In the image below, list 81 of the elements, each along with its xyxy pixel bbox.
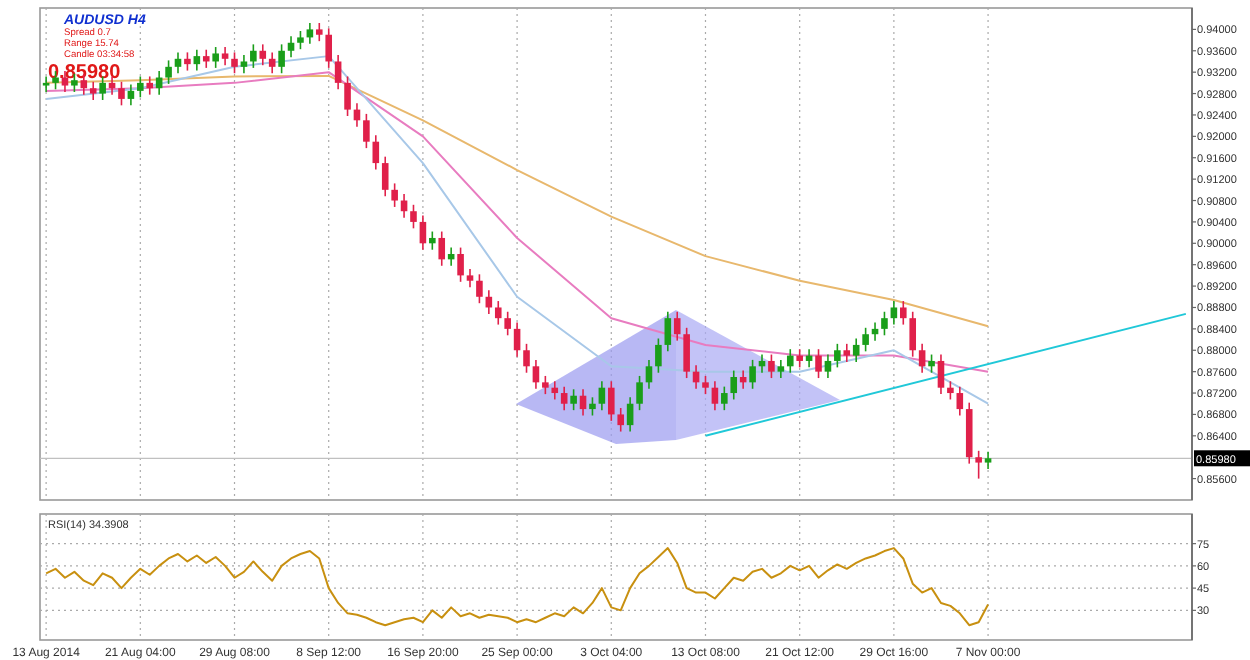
- candlestick: [862, 327, 869, 353]
- candlestick: [711, 380, 719, 411]
- candlestick: [287, 35, 295, 58]
- candlestick: [664, 310, 672, 353]
- candlestick: [137, 75, 144, 99]
- candlestick: [617, 407, 625, 433]
- candlestick: [457, 246, 464, 283]
- candlestick: [815, 348, 822, 379]
- candlestick: [381, 155, 389, 198]
- candlestick: [947, 380, 954, 401]
- candlestick: [786, 348, 794, 374]
- candlestick: [297, 30, 304, 50]
- candlestick: [721, 385, 728, 411]
- annotation: 0.85980: [48, 62, 122, 84]
- candlestick: [118, 81, 125, 107]
- candlestick: [909, 310, 917, 358]
- candlestick: [250, 43, 257, 69]
- candlestick: [607, 380, 615, 422]
- candlestick: [702, 375, 709, 395]
- candlestick: [165, 59, 172, 85]
- candlestick: [560, 385, 568, 411]
- candlestick: [278, 43, 285, 75]
- candlestick: [184, 51, 191, 72]
- candlestick: [259, 43, 267, 67]
- candlestick: [956, 385, 964, 417]
- candlestick: [768, 353, 775, 379]
- line-series: [45, 547, 990, 627]
- candlestick: [918, 343, 926, 374]
- candlestick: [466, 268, 474, 288]
- candlestick: [900, 300, 907, 326]
- candlestick: [193, 48, 201, 72]
- candlestick: [429, 230, 436, 251]
- candlestick: [551, 380, 559, 401]
- candlestick: [730, 369, 738, 401]
- candlestick: [834, 343, 841, 369]
- candlestick: [655, 337, 662, 374]
- candlestick: [881, 310, 888, 337]
- candlestick: [824, 353, 832, 379]
- candlestick: [231, 51, 238, 75]
- candlestick: [334, 54, 342, 91]
- candlestick: [438, 230, 446, 267]
- candlestick: [268, 51, 276, 75]
- candlestick: [306, 22, 314, 45]
- candlestick: [532, 359, 540, 390]
- candlestick: [852, 337, 860, 363]
- candlestick: [363, 113, 370, 149]
- candlestick: [344, 75, 351, 117]
- candlestick: [937, 353, 945, 395]
- candlestick: [796, 348, 803, 369]
- candlestick: [315, 22, 323, 42]
- candlestick: [221, 46, 229, 67]
- candlestick: [589, 396, 596, 417]
- candlestick: [202, 48, 210, 69]
- candlestick: [975, 450, 982, 480]
- candlestick: [391, 182, 398, 208]
- candlestick: [683, 327, 690, 379]
- candlestick: [410, 204, 417, 230]
- candlestick: [42, 75, 50, 93]
- candlestick: [598, 380, 606, 411]
- candlestick: [212, 46, 219, 69]
- candlestick: [523, 343, 530, 374]
- candlestick: [542, 375, 549, 395]
- candlestick: [146, 75, 154, 96]
- candlestick: [570, 388, 577, 411]
- candlestick: [504, 310, 511, 337]
- candlestick: [843, 343, 851, 363]
- candlestick: [777, 359, 785, 379]
- candlestick: [749, 359, 756, 390]
- candlestick: [89, 81, 97, 101]
- candlestick: [928, 353, 935, 374]
- candlestick: [240, 54, 248, 75]
- candlestick: [174, 51, 182, 75]
- candlestick: [325, 27, 332, 69]
- candlestick: [890, 300, 898, 326]
- candlestick: [99, 75, 106, 101]
- candlestick: [636, 375, 643, 411]
- candlestick: [127, 83, 135, 107]
- candlestick: [476, 273, 483, 304]
- candlestick: [645, 359, 653, 390]
- candlestick: [673, 310, 681, 342]
- candlestick: [494, 300, 502, 326]
